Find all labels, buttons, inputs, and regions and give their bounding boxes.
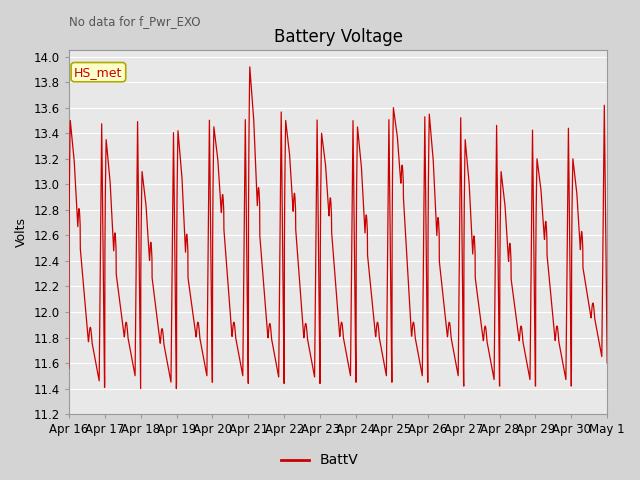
Y-axis label: Volts: Volts	[15, 217, 28, 247]
Title: Battery Voltage: Battery Voltage	[273, 28, 403, 46]
Text: HS_met: HS_met	[74, 66, 123, 79]
Text: No data for f_Pwr_EXO: No data for f_Pwr_EXO	[69, 15, 200, 28]
Legend: BattV: BattV	[276, 448, 364, 473]
